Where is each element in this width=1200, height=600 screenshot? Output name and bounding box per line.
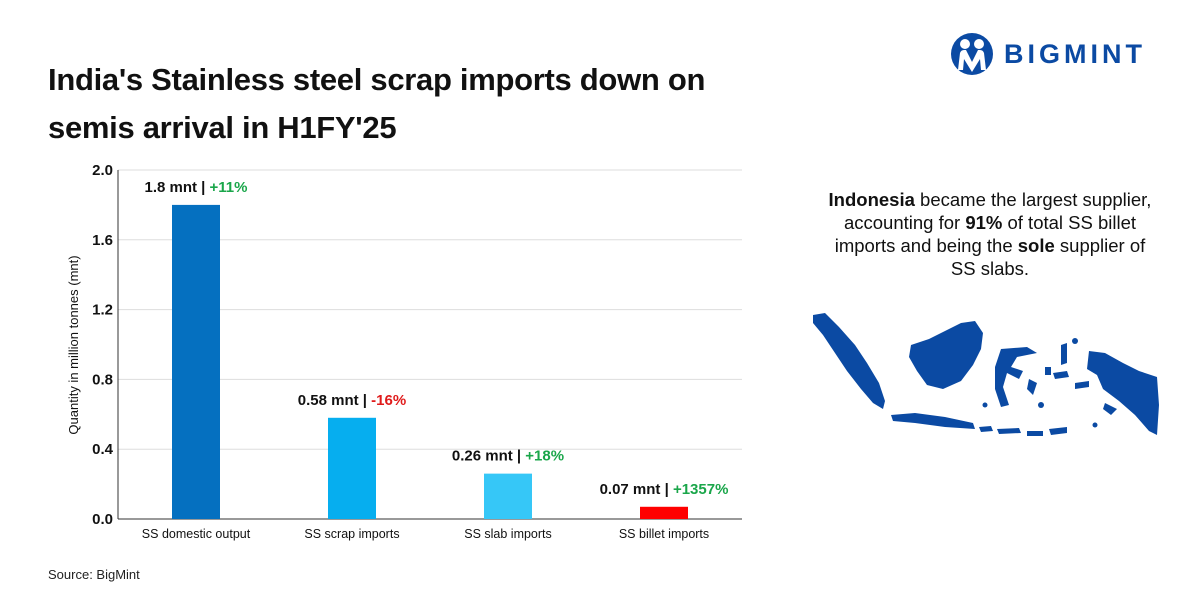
data-label: 0.58 mnt | -16% (298, 392, 406, 409)
bar (484, 473, 532, 519)
y-tick-label: 1.2 (92, 302, 113, 319)
bar-chart: 0.0 0.4 0.8 1.2 1.6 2.0 SS domestic output SS s… (66, 162, 742, 541)
value-label: 1.8 mnt | (144, 179, 209, 196)
data-labels: 1.8 mnt | +11% 0.58 mnt | -16% 0.26 mnt | … (144, 179, 728, 498)
change-label: +18% (525, 448, 564, 465)
value-label: 0.58 mnt | (298, 392, 371, 409)
callout-share: 91% (965, 212, 1003, 233)
source-note: Source: BigMint (48, 567, 140, 582)
y-tick-label: 2.0 (92, 162, 113, 179)
bar (328, 417, 376, 519)
callout-text-2: of total SS billet imports and being the (834, 212, 1137, 256)
data-label: 0.07 mnt | +1357% (600, 481, 729, 498)
brand-name: BIGMINT (1004, 38, 1146, 69)
callout-text-3: supplier of SS slabs. (950, 235, 1146, 279)
page-title: India's Stainless steel scrap imports do… (48, 62, 706, 145)
x-tick-label: SS scrap imports (304, 527, 399, 541)
callout-text-1: became the largest supplier, accounting … (843, 189, 1152, 233)
x-tick-label: SS billet imports (619, 527, 709, 541)
bar (172, 204, 220, 519)
y-tick-label: 1.6 (92, 232, 113, 249)
value-label: 0.26 mnt | (452, 448, 525, 465)
x-tick-label: SS slab imports (464, 527, 552, 541)
y-tick-label: 0.0 (92, 511, 113, 528)
value-label: 0.07 mnt | (600, 481, 673, 498)
bar (640, 506, 688, 519)
brand-logo: BIGMINT (950, 32, 1146, 76)
indonesia-map-icon (813, 313, 1159, 436)
bigmint-logo-icon (951, 33, 993, 75)
data-label: 1.8 mnt | +11% (144, 179, 247, 196)
bars (172, 204, 688, 519)
callout-sole: sole (1017, 235, 1055, 256)
change-label: +11% (210, 179, 248, 196)
y-tick-label: 0.4 (92, 441, 114, 458)
x-tick-label: SS domestic output (142, 527, 251, 541)
axes: 0.0 0.4 0.8 1.2 1.6 2.0 SS domestic output SS s… (92, 162, 742, 541)
gridlines (118, 169, 742, 450)
change-label: +1357% (673, 481, 728, 498)
y-axis-label: Quantity in million tonnes (mnt) (66, 255, 81, 434)
change-label: -16% (371, 392, 406, 409)
data-label: 0.26 mnt | +18% (452, 448, 564, 465)
callout-text: Indonesia became the largest supplier, a… (820, 188, 1160, 280)
y-tick-label: 0.8 (92, 371, 113, 388)
callout-country: Indonesia (828, 189, 915, 210)
